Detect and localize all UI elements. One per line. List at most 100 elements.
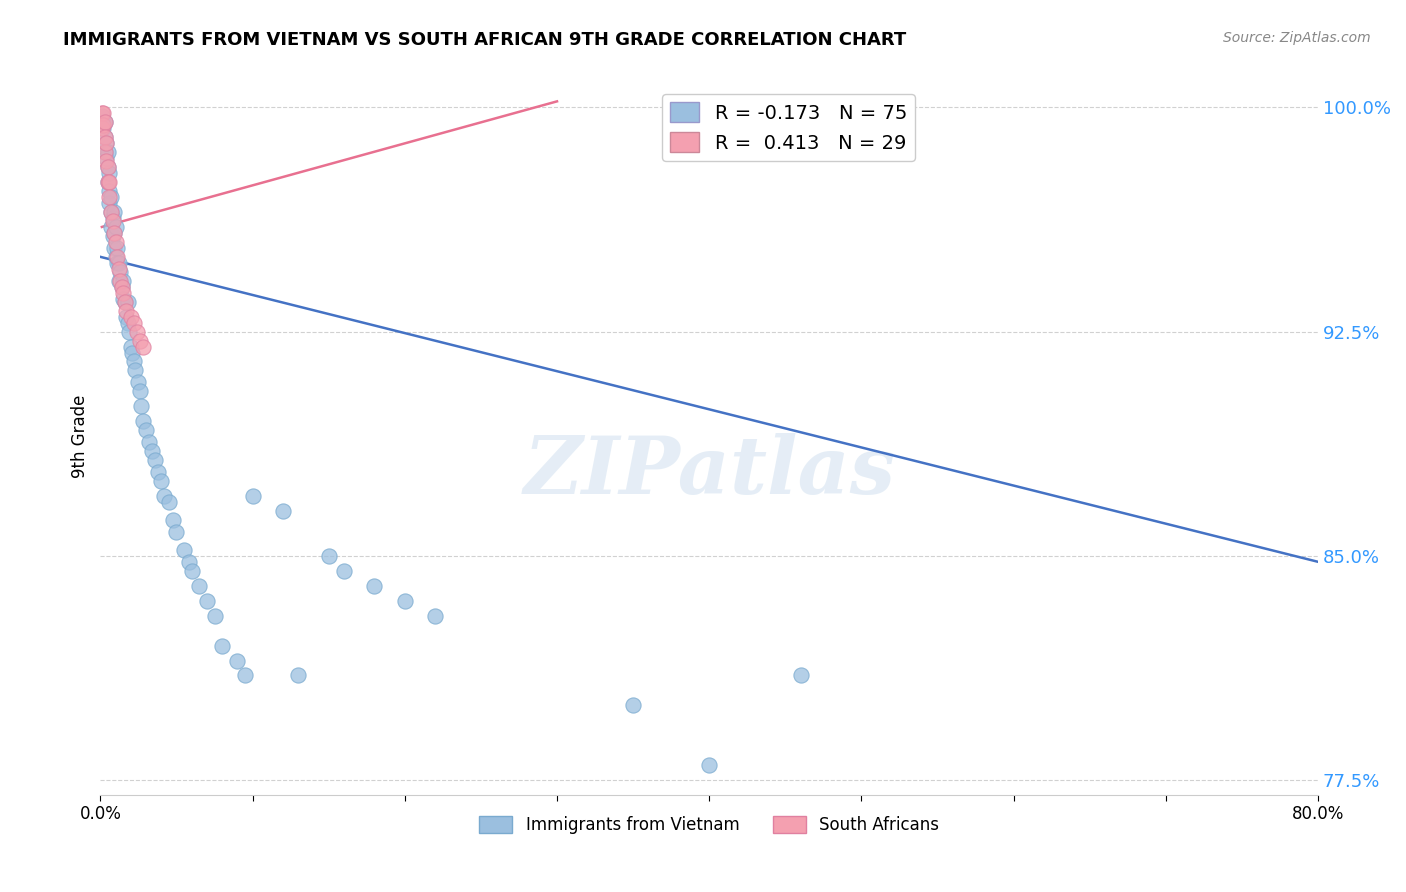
Point: [100, 219, 122, 234]
Point: [114, 294, 136, 309]
Point: [162, 513, 184, 527]
Point: [141, 444, 163, 458]
Point: [621, 698, 644, 713]
Point: [173, 542, 195, 557]
Point: [166, 524, 188, 539]
Point: [97, 160, 120, 174]
Point: [188, 579, 211, 593]
Point: [122, 316, 145, 330]
Point: [242, 489, 264, 503]
Point: [150, 474, 173, 488]
Point: [114, 294, 136, 309]
Point: [98, 175, 121, 189]
Point: [111, 279, 134, 293]
Point: [127, 376, 149, 390]
Point: [100, 205, 122, 219]
Point: [124, 363, 146, 377]
Point: [94, 130, 117, 145]
Point: [112, 292, 135, 306]
Point: [333, 564, 356, 578]
Point: [105, 256, 128, 270]
Point: [129, 334, 152, 348]
Point: [96, 154, 118, 169]
Point: [180, 564, 202, 578]
Point: [204, 608, 226, 623]
Point: [120, 340, 142, 354]
Point: [90, 121, 112, 136]
Point: [100, 205, 122, 219]
Point: [101, 211, 124, 225]
Point: [98, 190, 121, 204]
Point: [226, 653, 249, 667]
Text: IMMIGRANTS FROM VIETNAM VS SOUTH AFRICAN 9TH GRADE CORRELATION CHART: IMMIGRANTS FROM VIETNAM VS SOUTH AFRICAN…: [63, 31, 907, 49]
Point: [97, 175, 120, 189]
Point: [318, 549, 340, 563]
Point: [101, 228, 124, 243]
Point: [101, 214, 124, 228]
Point: [363, 579, 385, 593]
Point: [177, 555, 200, 569]
Point: [233, 668, 256, 682]
Point: [132, 414, 155, 428]
Point: [157, 495, 180, 509]
Point: [105, 241, 128, 255]
Point: [132, 340, 155, 354]
Point: [93, 115, 115, 129]
Point: [104, 219, 127, 234]
Point: [107, 256, 129, 270]
Point: [104, 235, 127, 249]
Point: [97, 175, 120, 189]
Point: [108, 274, 131, 288]
Text: Source: ZipAtlas.com: Source: ZipAtlas.com: [1223, 31, 1371, 45]
Point: [98, 166, 121, 180]
Y-axis label: 9th Grade: 9th Grade: [72, 394, 89, 478]
Point: [103, 226, 125, 240]
Text: ZIPatlas: ZIPatlas: [523, 434, 896, 511]
Point: [107, 261, 129, 276]
Point: [117, 316, 139, 330]
Point: [105, 250, 128, 264]
Point: [97, 160, 120, 174]
Point: [143, 453, 166, 467]
Point: [94, 145, 117, 160]
Point: [94, 115, 117, 129]
Legend: R = -0.173   N = 75, R =  0.413   N = 29: R = -0.173 N = 75, R = 0.413 N = 29: [662, 95, 915, 161]
Point: [115, 310, 138, 324]
Point: [115, 303, 138, 318]
Point: [287, 668, 309, 682]
Point: [96, 136, 118, 151]
Point: [94, 145, 117, 160]
Point: [135, 423, 157, 437]
Point: [103, 226, 125, 240]
Point: [94, 130, 117, 145]
Point: [98, 196, 121, 211]
Point: [271, 504, 294, 518]
Point: [100, 190, 122, 204]
Point: [122, 354, 145, 368]
Point: [97, 145, 120, 160]
Point: [96, 136, 118, 151]
Point: [148, 465, 170, 479]
Point: [93, 106, 115, 120]
Point: [103, 241, 125, 255]
Point: [112, 285, 135, 300]
Point: [125, 325, 148, 339]
Point: [93, 121, 115, 136]
Point: [120, 310, 142, 324]
Point: [98, 184, 121, 198]
Point: [108, 265, 131, 279]
Point: [90, 109, 112, 123]
Point: [111, 279, 134, 293]
Point: [96, 151, 118, 165]
Point: [138, 435, 160, 450]
Point: [121, 345, 143, 359]
Point: [117, 294, 139, 309]
Point: [129, 384, 152, 399]
Point: [104, 250, 127, 264]
Point: [195, 593, 218, 607]
Point: [789, 668, 811, 682]
Point: [93, 118, 115, 132]
Point: [90, 106, 112, 120]
Point: [103, 205, 125, 219]
Point: [131, 400, 153, 414]
